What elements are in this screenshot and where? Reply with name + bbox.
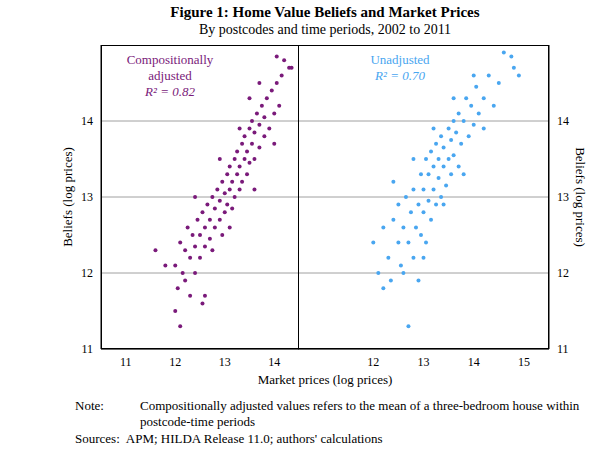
svg-text:12: 12 (169, 355, 181, 369)
html-text:Compositionally adjusted value: Compositionally adjusted values refers t… (140, 398, 580, 429)
svg-text:11: 11 (120, 355, 132, 369)
html-text:R² = 0.82: R² = 0.82 (145, 84, 195, 99)
svg-text:13: 13 (219, 355, 231, 369)
html-text:Unadjusted: Unadjusted (370, 52, 430, 67)
html-text:By postcodes and time periods,: By postcodes and time periods, 2002 to 2… (198, 22, 452, 37)
svg-text:12: 12 (81, 266, 93, 280)
svg-text:14: 14 (557, 114, 569, 128)
html-text:Figure 1: Home Value Beliefs a: Figure 1: Home Value Beliefs and Market … (170, 4, 480, 20)
svg-text:14: 14 (468, 355, 480, 369)
svg-text:11: 11 (557, 342, 569, 356)
html-text:Compositionally adjusted: Compositionally adjusted (126, 52, 214, 83)
svg-text:13: 13 (418, 355, 430, 369)
html-text:Sources: APM; HILDA Release 11: Sources: APM; HILDA Release 11.0; author… (75, 431, 383, 446)
html-text:Beliefs (log prices): Beliefs (log prices) (573, 147, 588, 247)
svg-text:13: 13 (81, 190, 93, 204)
svg-text:14: 14 (81, 114, 93, 128)
svg-text:12: 12 (367, 355, 379, 369)
svg-text:15: 15 (518, 355, 530, 369)
svg-text:11: 11 (81, 342, 93, 356)
html-text:Beliefs (log prices): Beliefs (log prices) (60, 147, 75, 247)
html-text:R² = 0.70: R² = 0.70 (375, 68, 425, 83)
html-text:Market prices (log prices): Market prices (log prices) (257, 372, 393, 387)
svg-text:13: 13 (557, 190, 569, 204)
html-text:Note:: Note: (75, 398, 104, 413)
svg-text:14: 14 (268, 355, 280, 369)
svg-text:12: 12 (557, 266, 569, 280)
